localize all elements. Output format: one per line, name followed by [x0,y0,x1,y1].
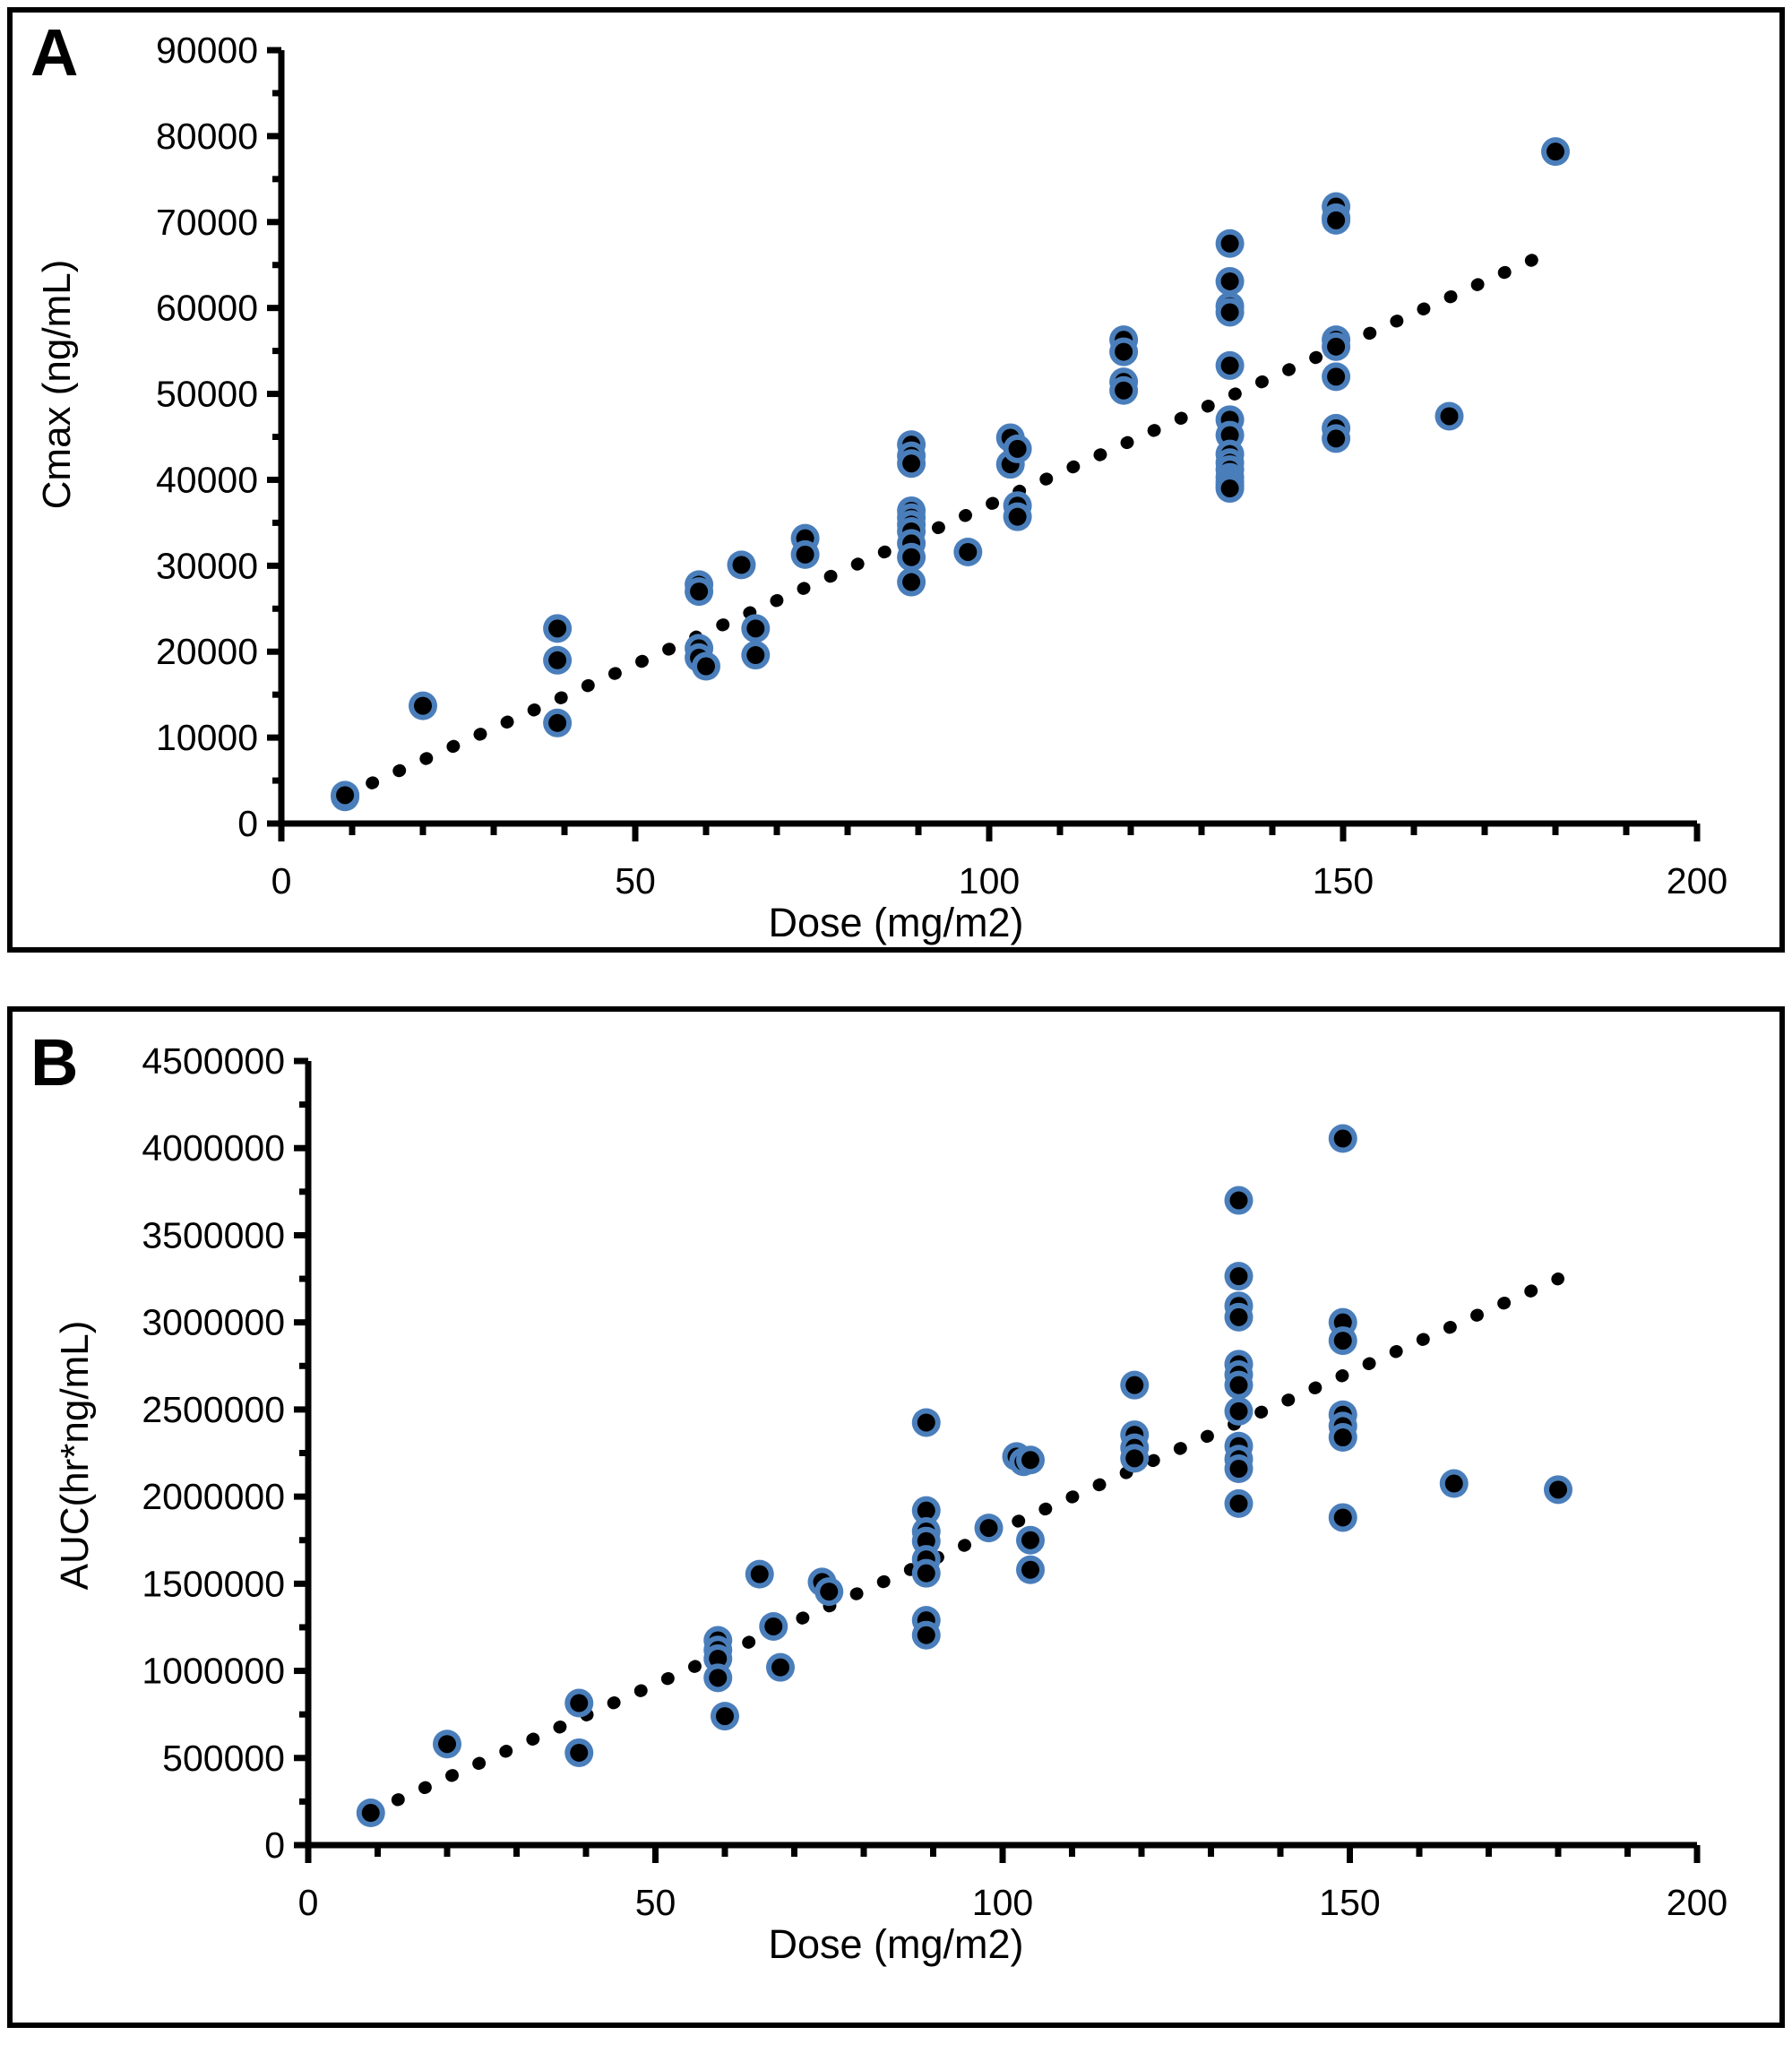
svg-text:80000: 80000 [156,116,258,157]
svg-text:70000: 70000 [156,202,258,243]
svg-text:60000: 60000 [156,288,258,329]
svg-text:50: 50 [635,1882,676,1923]
svg-text:0: 0 [237,803,258,844]
svg-text:200: 200 [1667,860,1727,901]
svg-text:150: 150 [1319,1882,1380,1923]
svg-text:150: 150 [1313,860,1374,901]
panel-a-x-axis-label: Dose (mg/m2) [768,900,1024,945]
svg-text:4500000: 4500000 [142,1040,285,1082]
svg-text:2500000: 2500000 [142,1389,285,1430]
svg-text:10000: 10000 [156,717,258,758]
panel-b-x-axis-label: Dose (mg/m2) [768,1921,1024,1967]
svg-text:500000: 500000 [162,1738,285,1779]
svg-text:0: 0 [298,1882,319,1923]
svg-text:1000000: 1000000 [142,1651,285,1692]
svg-text:50: 50 [615,860,656,901]
svg-text:40000: 40000 [156,459,258,500]
svg-text:200: 200 [1667,1882,1727,1923]
svg-text:3500000: 3500000 [142,1214,285,1255]
panel-a-letter: A [30,15,79,90]
svg-text:3000000: 3000000 [142,1302,285,1343]
svg-text:100: 100 [972,1882,1033,1923]
svg-text:4000000: 4000000 [142,1127,285,1169]
panel-a-plot: 0 10000 20000 30000 40000 50000 60000 70000 8000… [156,30,1727,901]
panel-b-plot: 0 500000 1000000 1500000 2000000 2500000 30000… [142,1040,1727,1923]
svg-text:1500000: 1500000 [142,1563,285,1604]
svg-text:0: 0 [271,860,292,901]
svg-text:50000: 50000 [156,374,258,415]
svg-text:30000: 30000 [156,545,258,586]
panel-b-letter: B [30,1025,79,1100]
svg-text:90000: 90000 [156,30,258,71]
panel-b: B AUC(hr*ng/mL) Dose (mg/m2) 0 500000 1000… [7,1006,1785,2028]
svg-text:2000000: 2000000 [142,1476,285,1517]
svg-text:20000: 20000 [156,631,258,672]
svg-text:0: 0 [264,1824,285,1866]
panel-a: A Cmax (ng/mL) Dose (mg/m2) 0 10000 20000 3… [7,7,1785,953]
panel-gap [7,953,1785,1006]
svg-text:100: 100 [959,860,1020,901]
